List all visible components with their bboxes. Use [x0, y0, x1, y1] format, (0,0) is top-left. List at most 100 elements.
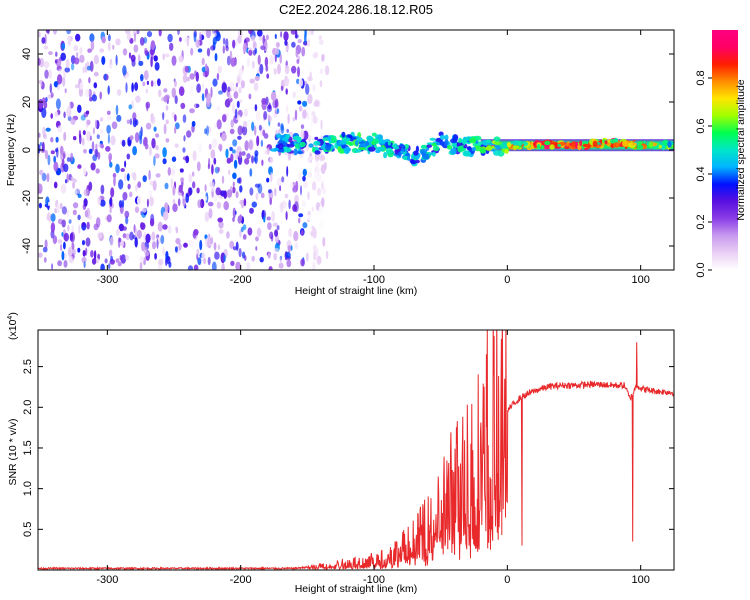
- noise-blob: [113, 175, 116, 187]
- spectrogram-x-tick-label: 0: [504, 274, 510, 286]
- tone-blob: [419, 148, 428, 155]
- noise-blob: [287, 113, 290, 124]
- noise-blob: [256, 227, 262, 237]
- noise-blob: [115, 258, 120, 263]
- noise-blob: [118, 179, 124, 190]
- noise-blob: [314, 99, 320, 106]
- noise-blob: [55, 148, 58, 153]
- noise-blob: [155, 173, 161, 178]
- noise-blob: [97, 232, 103, 240]
- noise-blob: [259, 63, 264, 75]
- noise-blob: [244, 158, 250, 165]
- noise-blob: [43, 133, 47, 140]
- noise-blob: [236, 100, 240, 108]
- noise-blob: [121, 199, 125, 208]
- noise-blob: [295, 30, 298, 39]
- noise-blob: [110, 187, 115, 198]
- noise-blob: [138, 60, 144, 66]
- noise-blob: [237, 135, 242, 140]
- noise-blob: [189, 108, 195, 114]
- noise-blob: [205, 63, 208, 72]
- noise-blob: [314, 172, 318, 177]
- tone-blob: [667, 141, 672, 148]
- noise-blob: [55, 51, 58, 57]
- noise-blob: [261, 159, 264, 166]
- noise-blob: [201, 93, 205, 102]
- noise-blob: [214, 53, 218, 62]
- noise-blob: [235, 241, 239, 251]
- noise-blob: [68, 219, 72, 224]
- noise-blob: [144, 50, 149, 56]
- noise-blob: [61, 250, 65, 261]
- noise-blob: [319, 80, 323, 88]
- noise-blob: [50, 150, 55, 155]
- noise-blob: [93, 54, 99, 65]
- noise-blob: [226, 231, 230, 239]
- noise-blob: [316, 248, 319, 256]
- noise-blob: [70, 117, 76, 125]
- noise-blob: [216, 72, 220, 81]
- snr-series-line: [38, 330, 674, 570]
- noise-blob: [251, 155, 254, 164]
- noise-blob: [90, 162, 96, 171]
- tone-blob: [658, 145, 662, 149]
- noise-blob: [115, 104, 119, 116]
- noise-blob: [302, 100, 308, 107]
- tone-blob: [469, 137, 477, 144]
- noise-blob: [131, 82, 134, 93]
- tone-blob: [383, 151, 388, 159]
- noise-blob: [246, 57, 250, 68]
- noise-blob: [316, 162, 320, 167]
- noise-blob: [310, 30, 314, 36]
- colorbar-label: Normalized spectral amplitude: [735, 79, 747, 220]
- noise-blob: [105, 146, 111, 152]
- noise-blob: [308, 64, 312, 72]
- tone-blob: [422, 153, 430, 160]
- noise-blob: [240, 80, 245, 89]
- noise-blob: [211, 30, 215, 35]
- noise-blob: [275, 235, 279, 243]
- noise-blob: [208, 208, 213, 219]
- tone-blob: [308, 143, 314, 148]
- noise-blob: [253, 82, 259, 92]
- noise-blob: [43, 60, 50, 69]
- noise-blob: [50, 92, 54, 98]
- noise-blob: [261, 100, 267, 111]
- tone-blob: [413, 150, 419, 156]
- noise-blob: [47, 154, 51, 166]
- noise-blob: [201, 82, 205, 89]
- noise-blob: [133, 32, 137, 43]
- noise-blob: [162, 53, 165, 61]
- noise-blob: [297, 100, 302, 105]
- noise-blob: [184, 65, 189, 73]
- noise-blob: [188, 173, 192, 183]
- noise-blob: [201, 57, 205, 66]
- noise-blob: [229, 146, 233, 152]
- noise-blob: [311, 111, 316, 117]
- tone-blob: [338, 148, 346, 154]
- noise-blob: [160, 234, 165, 245]
- noise-blob: [274, 33, 277, 40]
- tone-blob: [429, 137, 436, 141]
- noise-blob: [88, 77, 91, 84]
- noise-blob: [125, 233, 130, 241]
- noise-blob: [269, 231, 274, 240]
- noise-blob: [72, 209, 77, 216]
- noise-blob: [290, 245, 293, 251]
- tone-blob: [367, 146, 376, 152]
- spectrogram-x-label: Height of straight line (km): [295, 285, 418, 297]
- noise-blob: [50, 213, 56, 222]
- noise-blob: [66, 209, 70, 217]
- noise-blob: [182, 74, 188, 83]
- noise-blob: [86, 65, 91, 71]
- noise-blob: [204, 184, 207, 192]
- noise-blob: [252, 41, 257, 50]
- snr-y-tick-label: 1.5: [22, 440, 34, 455]
- snr-y-tick-label: 0.5: [22, 522, 34, 537]
- noise-blob: [131, 172, 137, 178]
- noise-blob: [61, 43, 66, 50]
- noise-blob: [244, 255, 247, 261]
- noise-blob: [174, 114, 177, 122]
- noise-blob: [146, 198, 149, 208]
- noise-blob: [267, 114, 271, 122]
